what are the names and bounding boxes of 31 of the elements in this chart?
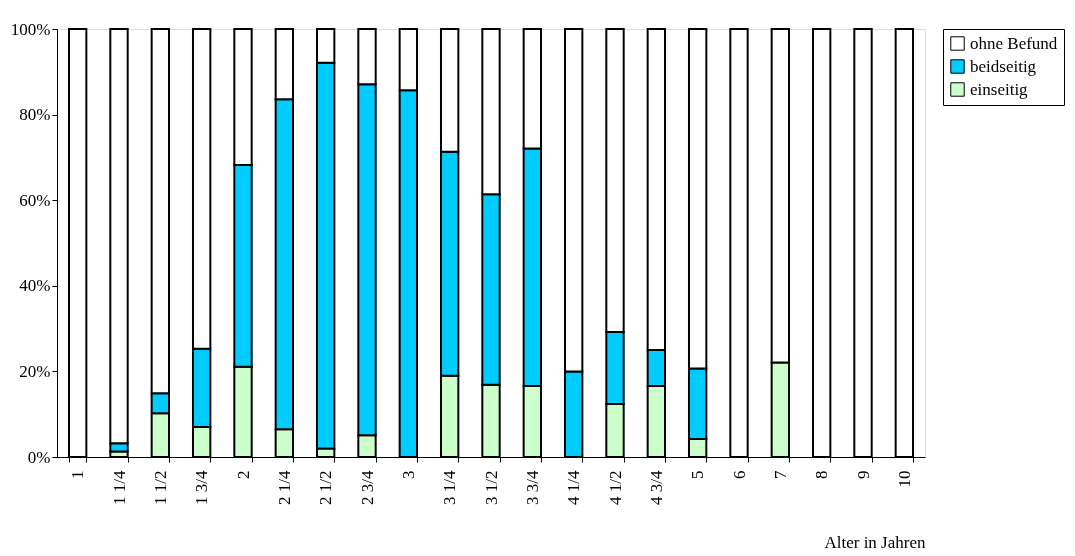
x-tick-label: 5 bbox=[688, 470, 708, 479]
x-tick-label: 2 1/4 bbox=[274, 470, 294, 505]
x-tick-label: 2 3/4 bbox=[357, 470, 377, 505]
y-tick-label: 40% bbox=[19, 276, 51, 296]
x-axis-title: Alter in Jahren bbox=[824, 532, 926, 552]
legend-label: ohne Befund bbox=[970, 33, 1058, 53]
x-tick-label: 4 1/2 bbox=[605, 470, 625, 505]
x-tick-label: 1 1/4 bbox=[109, 470, 129, 505]
x-tick-label: 10 bbox=[894, 470, 914, 488]
x-tick-label: 8 bbox=[812, 470, 832, 479]
x-tick-label: 4 3/4 bbox=[646, 470, 666, 505]
x-tick-label: 1 1/2 bbox=[150, 470, 170, 505]
x-tick-label: 3 bbox=[398, 470, 418, 479]
x-tick-label: 2 bbox=[233, 470, 253, 479]
legend-label: beidseitig bbox=[970, 56, 1037, 76]
y-tick-label: 60% bbox=[19, 190, 51, 210]
x-tick-label: 9 bbox=[853, 470, 873, 479]
x-tick-label: 1 3/4 bbox=[192, 470, 212, 505]
y-tick-label: 0% bbox=[27, 447, 51, 467]
x-tick-label: 3 3/4 bbox=[522, 470, 542, 505]
x-tick-label: 1 bbox=[68, 470, 88, 479]
legend-label: einseitig bbox=[970, 79, 1029, 99]
y-tick-label: 100% bbox=[10, 19, 51, 39]
x-tick-label: 7 bbox=[770, 470, 790, 479]
x-tick-label: 2 1/2 bbox=[316, 470, 336, 505]
y-tick-label: 20% bbox=[19, 361, 51, 381]
x-tick-label: 6 bbox=[729, 470, 749, 479]
x-tick-label: 3 1/2 bbox=[481, 470, 501, 505]
y-tick-label: 80% bbox=[19, 105, 51, 125]
x-tick-label: 4 1/4 bbox=[564, 470, 584, 505]
x-tick-label: 3 1/4 bbox=[440, 470, 460, 505]
